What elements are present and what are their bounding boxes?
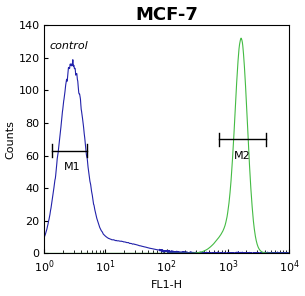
Text: M1: M1 xyxy=(64,162,81,172)
Y-axis label: Counts: Counts xyxy=(5,120,16,159)
X-axis label: FL1-H: FL1-H xyxy=(151,280,183,290)
Title: MCF-7: MCF-7 xyxy=(135,6,198,24)
Text: control: control xyxy=(49,41,88,52)
Text: M2: M2 xyxy=(234,151,251,161)
